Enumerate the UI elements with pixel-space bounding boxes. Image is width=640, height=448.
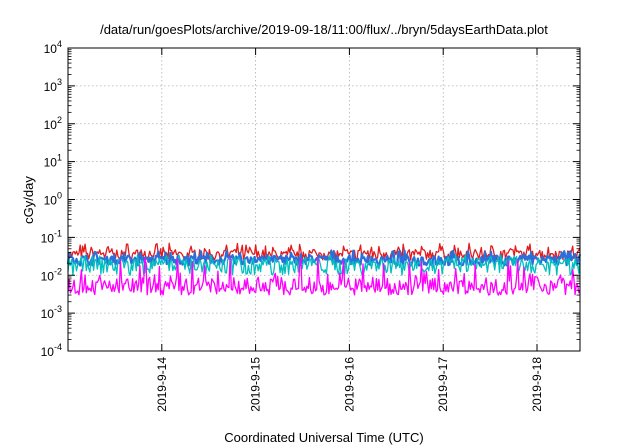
x-axis: 2019-9-14 2019-9-15 2019-9-16 2019-9-17 2019…	[155, 48, 544, 412]
y-tick-exponent: 3	[57, 77, 62, 87]
y-tick-exponent: -4	[54, 342, 62, 352]
y-tick-exponent: -3	[54, 304, 62, 314]
chart-title: /data/run/goesPlots/archive/2019-09-18/1…	[100, 22, 548, 37]
y-tick-exponent: 1	[57, 153, 62, 163]
y-tick-exponent: 0	[57, 191, 62, 201]
y-tick-exponent: -2	[54, 266, 62, 276]
x-tick-label: 2019-9-14	[155, 357, 169, 412]
series-group	[66, 242, 582, 296]
x-tick-label: 2019-9-15	[249, 357, 263, 412]
y-tick-exponent: 4	[57, 39, 62, 49]
x-tick-label: 2019-9-16	[342, 357, 356, 412]
series-line	[67, 254, 581, 276]
y-axis-label: cGy/day	[21, 176, 36, 224]
x-tick-label: 2019-9-18	[530, 357, 544, 412]
series-line	[67, 256, 581, 296]
y-tick-exponent: -1	[54, 228, 62, 238]
y-tick-exponent: 2	[57, 115, 62, 125]
x-tick-label: 2019-9-17	[436, 357, 450, 412]
x-axis-label: Coordinated Universal Time (UTC)	[224, 430, 423, 445]
grid	[68, 48, 580, 351]
